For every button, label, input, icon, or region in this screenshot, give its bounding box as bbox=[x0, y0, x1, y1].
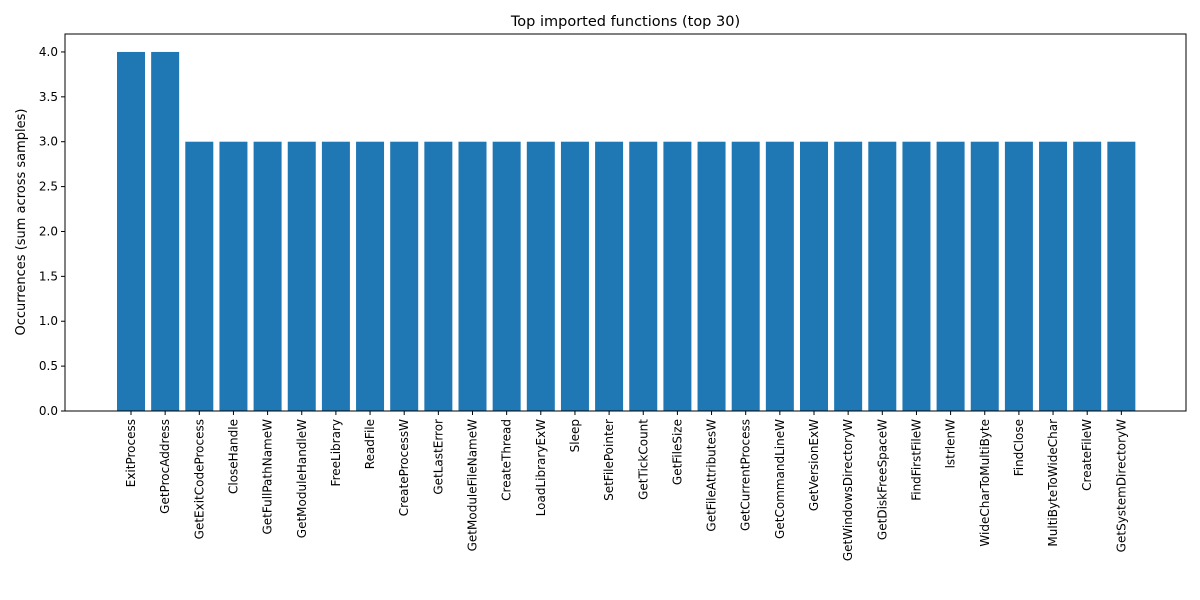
x-tick-label: MultiByteToWideChar bbox=[1046, 419, 1060, 547]
bar-18 bbox=[731, 141, 760, 411]
x-tick-label: GetSystemDirectoryW bbox=[1114, 419, 1128, 552]
y-axis-label: Occurrences (sum across samples) bbox=[14, 108, 29, 335]
bar-19 bbox=[765, 141, 794, 411]
x-tick-label: GetDiskFreeSpaceW bbox=[875, 419, 889, 540]
x-tick-label: ExitProcess bbox=[124, 419, 138, 487]
bar-24 bbox=[936, 141, 965, 411]
bar-23 bbox=[902, 141, 931, 411]
x-tick-label: FindClose bbox=[1012, 419, 1026, 476]
y-tick-label: 2.5 bbox=[39, 180, 58, 194]
bar-25 bbox=[970, 141, 999, 411]
x-tick-label: GetFileSize bbox=[670, 419, 684, 485]
plot-frame bbox=[64, 33, 1187, 412]
bar-26 bbox=[1004, 141, 1033, 411]
x-tick-label: GetExitCodeProcess bbox=[192, 419, 206, 539]
x-tick-label: GetVersionExW bbox=[807, 419, 821, 511]
x-tick-label: GetModuleHandleW bbox=[295, 419, 309, 538]
bar-22 bbox=[868, 141, 897, 411]
x-tick-label: GetLastError bbox=[431, 419, 445, 495]
x-tick-label: GetCurrentProcess bbox=[739, 419, 753, 531]
chart-title: Top imported functions (top 30) bbox=[510, 14, 740, 30]
y-tick-label: 1.5 bbox=[39, 269, 58, 283]
y-tick-label: 1.0 bbox=[39, 314, 58, 328]
bar-20 bbox=[800, 141, 828, 411]
bar-13 bbox=[560, 141, 589, 411]
x-tick-label: GetTickCount bbox=[636, 419, 650, 500]
x-tick-label: FreeLibrary bbox=[329, 419, 343, 486]
x-tick-label: GetFileAttributesW bbox=[705, 419, 719, 532]
bar-5 bbox=[287, 141, 316, 411]
bar-4 bbox=[253, 141, 282, 411]
bar-7 bbox=[356, 141, 385, 411]
x-tick-label: SetFilePointer bbox=[602, 419, 616, 501]
x-tick-label: CloseHandle bbox=[226, 419, 240, 494]
bar-14 bbox=[595, 141, 624, 411]
y-axis-ticks: 0.0 0.5 1.0 1.5 2.0 2.5 3.0 3.5 4.0 bbox=[39, 45, 65, 418]
y-tick-label: 0.0 bbox=[39, 404, 58, 418]
x-tick-label: Sleep bbox=[568, 419, 582, 452]
bar-6 bbox=[321, 141, 350, 411]
bars-group bbox=[117, 51, 1136, 411]
x-tick-label: GetProcAddress bbox=[158, 419, 172, 514]
bar-3 bbox=[219, 141, 248, 411]
bar-9 bbox=[424, 141, 453, 411]
bar-0 bbox=[117, 51, 145, 411]
y-tick-label: 4.0 bbox=[39, 45, 58, 59]
x-tick-label: GetFullPathNameW bbox=[261, 419, 275, 535]
y-tick-label: 0.5 bbox=[39, 359, 58, 373]
bar-17 bbox=[697, 141, 726, 411]
bar-8 bbox=[390, 141, 419, 411]
y-tick-label: 3.0 bbox=[39, 135, 58, 149]
x-tick-label: lstrlenW bbox=[944, 419, 958, 469]
bar-21 bbox=[834, 141, 863, 411]
bar-29 bbox=[1107, 141, 1136, 411]
x-tick-label: GetCommandLineW bbox=[773, 419, 787, 539]
x-tick-label: ReadFile bbox=[363, 419, 377, 469]
x-tick-label: WideCharToMultiByte bbox=[978, 419, 992, 547]
bar-2 bbox=[185, 141, 214, 411]
x-tick-label: FindFirstFileW bbox=[909, 419, 923, 501]
x-tick-label: LoadLibraryExW bbox=[534, 419, 548, 516]
bar-12 bbox=[526, 141, 555, 411]
x-axis-ticks: ExitProcess GetProcAddress GetExitCodeProc… bbox=[124, 411, 1128, 561]
x-tick-label: CreateFileW bbox=[1080, 419, 1094, 491]
bar-28 bbox=[1073, 141, 1102, 411]
bar-27 bbox=[1039, 141, 1068, 411]
bar-10 bbox=[458, 141, 487, 411]
bar-11 bbox=[492, 141, 521, 411]
x-tick-label: CreateProcessW bbox=[397, 419, 411, 516]
y-tick-label: 3.5 bbox=[39, 90, 58, 104]
y-tick-label: 2.0 bbox=[39, 224, 58, 238]
x-tick-label: GetWindowsDirectoryW bbox=[841, 419, 855, 561]
x-tick-label: CreateThread bbox=[500, 419, 514, 501]
x-tick-label: GetModuleFileNameW bbox=[466, 419, 480, 552]
bar-16 bbox=[663, 141, 692, 411]
bar-1 bbox=[151, 51, 180, 411]
bar-15 bbox=[629, 141, 658, 411]
